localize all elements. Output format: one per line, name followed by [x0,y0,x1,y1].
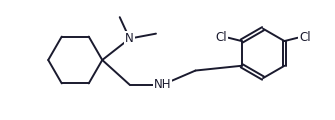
Text: NH: NH [154,78,171,91]
Text: Cl: Cl [215,31,227,44]
Text: Cl: Cl [299,31,311,44]
Text: N: N [125,32,134,45]
